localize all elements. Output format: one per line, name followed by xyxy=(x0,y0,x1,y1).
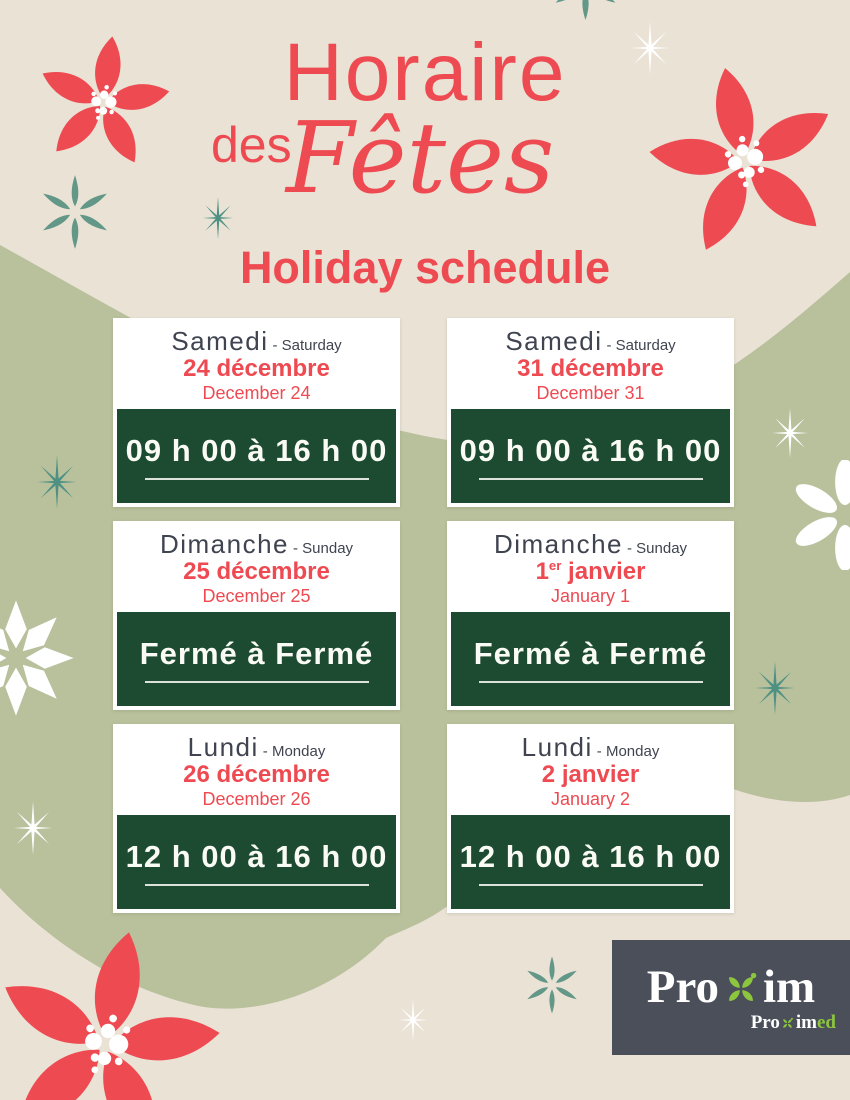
leaf-star-icon xyxy=(554,0,617,20)
hours-text: 12 h 00 à 16 h 00 xyxy=(459,838,722,874)
day-line: Dimanche - Sunday xyxy=(493,528,688,559)
card-header: Dimanche - Sunday 25 décembre December 25 xyxy=(113,521,400,612)
date-fr-rest: janvier xyxy=(561,558,646,585)
date-fr-main: 1 xyxy=(535,558,549,585)
proximed-text-pro: Pro xyxy=(750,1011,780,1033)
date-fr-main: 31 décembre xyxy=(517,355,664,382)
hours-text: 09 h 00 à 16 h 00 xyxy=(459,432,722,468)
date-en: December 26 xyxy=(202,788,311,809)
logo-text-pro: Pro xyxy=(646,960,719,1013)
proximed-text-im: im xyxy=(795,1011,817,1033)
proximed-text-ed: ed xyxy=(817,1011,836,1033)
date-fr: 2 janvier xyxy=(542,761,639,789)
date-fr: 31 décembre xyxy=(517,355,664,383)
day-name-en: - Monday xyxy=(596,742,660,760)
day-name-fr: Samedi xyxy=(171,325,269,356)
hours-underline xyxy=(144,680,369,683)
proximed-logo: Pro im ed xyxy=(751,1013,836,1032)
day-name-en: - Saturday xyxy=(272,336,342,354)
hours-panel: 12 h 00 à 16 h 00 xyxy=(451,815,730,909)
day-name-fr: Dimanche xyxy=(493,528,623,559)
day-line: Lundi - Monday xyxy=(187,731,326,762)
day-name-en: - Sunday xyxy=(627,539,688,557)
leaf-star-icon xyxy=(526,956,578,1014)
sparkle-icon xyxy=(755,661,795,715)
day-name-en: - Saturday xyxy=(606,336,676,354)
schedule-card-dec25: Dimanche - Sunday 25 décembre December 25… xyxy=(113,521,400,710)
hours-text: 12 h 00 à 16 h 00 xyxy=(125,838,388,874)
sparkle-icon xyxy=(13,801,53,855)
schedule-grid: Samedi - Saturday 24 décembre December 24… xyxy=(113,318,734,913)
proxim-logo-box: Pro im Pro im ed xyxy=(612,940,850,1055)
proxim-x-icon xyxy=(782,1017,794,1029)
day-line: Lundi - Monday xyxy=(521,731,660,762)
leaf-star-icon xyxy=(41,175,109,249)
hours-panel: 09 h 00 à 16 h 00 xyxy=(451,409,730,503)
card-header: Samedi - Saturday 24 décembre December 24 xyxy=(113,318,400,409)
date-fr-sup: er xyxy=(548,558,562,573)
hours-text: Fermé à Fermé xyxy=(473,635,708,671)
petal-flower-icon xyxy=(791,460,850,570)
day-name-en: - Sunday xyxy=(293,539,354,557)
date-en: January 1 xyxy=(550,585,631,606)
schedule-card-jan2: Lundi - Monday 2 janvier January 2 12 h 0… xyxy=(447,724,734,913)
sparkle-icon xyxy=(772,408,808,458)
title-des: des xyxy=(211,117,292,173)
hours-panel: 09 h 00 à 16 h 00 xyxy=(117,409,396,503)
day-name-fr: Lundi xyxy=(521,731,593,762)
snowflake-icon xyxy=(0,600,74,716)
date-en: December 31 xyxy=(536,382,645,403)
proxim-logo: Pro im xyxy=(646,960,816,1013)
day-line: Samedi - Saturday xyxy=(171,325,342,356)
day-name-fr: Dimanche xyxy=(159,528,289,559)
day-name-fr: Samedi xyxy=(505,325,603,356)
title-holiday-schedule: Holiday schedule xyxy=(239,242,611,293)
hours-text: 09 h 00 à 16 h 00 xyxy=(125,432,388,468)
sparkle-icon xyxy=(202,196,234,240)
date-fr: 26 décembre xyxy=(183,761,330,789)
card-header: Lundi - Monday 26 décembre December 26 xyxy=(113,724,400,815)
hours-underline xyxy=(478,883,703,886)
card-header: Samedi - Saturday 31 décembre December 31 xyxy=(447,318,734,409)
schedule-card-jan1: Dimanche - Sunday 1er janvier January 1 F… xyxy=(447,521,734,710)
hours-underline xyxy=(478,477,703,480)
schedule-card-dec24: Samedi - Saturday 24 décembre December 24… xyxy=(113,318,400,507)
hours-underline xyxy=(144,477,369,480)
hours-panel: Fermé à Fermé xyxy=(451,612,730,706)
date-en: December 24 xyxy=(202,382,311,403)
date-en: December 25 xyxy=(202,585,311,606)
date-fr-main: 24 décembre xyxy=(183,355,330,382)
hours-underline xyxy=(478,680,703,683)
sparkle-icon xyxy=(37,455,77,509)
sparkle-icon xyxy=(397,998,429,1042)
logo-text-im: im xyxy=(763,960,816,1013)
schedule-card-dec26: Lundi - Monday 26 décembre December 26 12… xyxy=(113,724,400,913)
hours-panel: Fermé à Fermé xyxy=(117,612,396,706)
card-header: Lundi - Monday 2 janvier January 2 xyxy=(447,724,734,815)
date-fr: 1er janvier xyxy=(536,558,646,586)
date-fr-main: 25 décembre xyxy=(183,558,330,585)
hours-text: Fermé à Fermé xyxy=(139,635,374,671)
date-fr-main: 2 janvier xyxy=(541,761,640,788)
day-name-fr: Lundi xyxy=(187,731,259,762)
title-horaire: Horaire xyxy=(283,27,567,118)
hours-panel: 12 h 00 à 16 h 00 xyxy=(117,815,396,909)
day-line: Samedi - Saturday xyxy=(505,325,676,356)
day-name-en: - Monday xyxy=(262,742,326,760)
schedule-card-dec31: Samedi - Saturday 31 décembre December 31… xyxy=(447,318,734,507)
title-fetes: Fêtes xyxy=(286,102,555,216)
date-fr: 25 décembre xyxy=(183,558,330,586)
day-line: Dimanche - Sunday xyxy=(159,528,354,559)
proxim-x-icon xyxy=(726,972,757,1004)
date-fr: 24 décembre xyxy=(183,355,330,383)
date-fr-main: 26 décembre xyxy=(183,761,330,788)
date-en: January 2 xyxy=(550,788,631,809)
card-header: Dimanche - Sunday 1er janvier January 1 xyxy=(447,521,734,612)
hours-underline xyxy=(144,883,369,886)
